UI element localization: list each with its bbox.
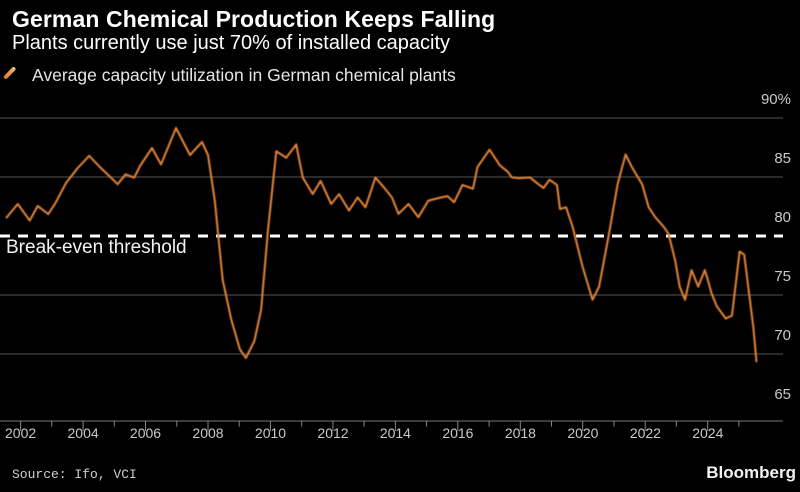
svg-text:75: 75	[774, 268, 791, 285]
svg-text:70: 70	[774, 327, 791, 344]
svg-text:2016: 2016	[442, 425, 473, 441]
svg-text:2008: 2008	[192, 425, 223, 441]
svg-text:2022: 2022	[630, 425, 661, 441]
svg-text:85: 85	[774, 150, 791, 167]
svg-text:2002: 2002	[5, 425, 36, 441]
svg-text:65: 65	[774, 386, 791, 403]
svg-text:2012: 2012	[317, 425, 348, 441]
svg-text:2020: 2020	[567, 425, 598, 441]
svg-text:2024: 2024	[692, 425, 723, 441]
svg-text:90%: 90%	[761, 91, 791, 108]
svg-text:2004: 2004	[68, 425, 99, 441]
svg-text:2010: 2010	[255, 425, 286, 441]
svg-text:2014: 2014	[380, 425, 411, 441]
svg-text:2006: 2006	[130, 425, 161, 441]
svg-text:80: 80	[774, 209, 791, 226]
svg-text:2018: 2018	[505, 425, 536, 441]
svg-text:Break-even threshold: Break-even threshold	[6, 237, 187, 258]
